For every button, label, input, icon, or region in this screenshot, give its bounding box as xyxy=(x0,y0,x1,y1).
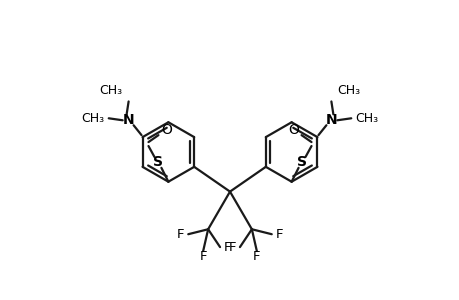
Text: F: F xyxy=(228,241,235,254)
Text: CH₃: CH₃ xyxy=(336,83,360,97)
Text: N: N xyxy=(123,113,134,127)
Text: F: F xyxy=(252,250,260,263)
Text: O: O xyxy=(161,123,172,137)
Text: CH₃: CH₃ xyxy=(354,112,378,125)
Text: F: F xyxy=(224,241,231,254)
Text: F: F xyxy=(199,250,207,263)
Text: S: S xyxy=(153,155,163,169)
Text: S: S xyxy=(296,155,306,169)
Text: CH₃: CH₃ xyxy=(99,83,123,97)
Text: F: F xyxy=(176,228,184,241)
Text: O: O xyxy=(287,123,298,137)
Text: N: N xyxy=(325,113,336,127)
Text: F: F xyxy=(275,228,283,241)
Text: CH₃: CH₃ xyxy=(81,112,105,125)
